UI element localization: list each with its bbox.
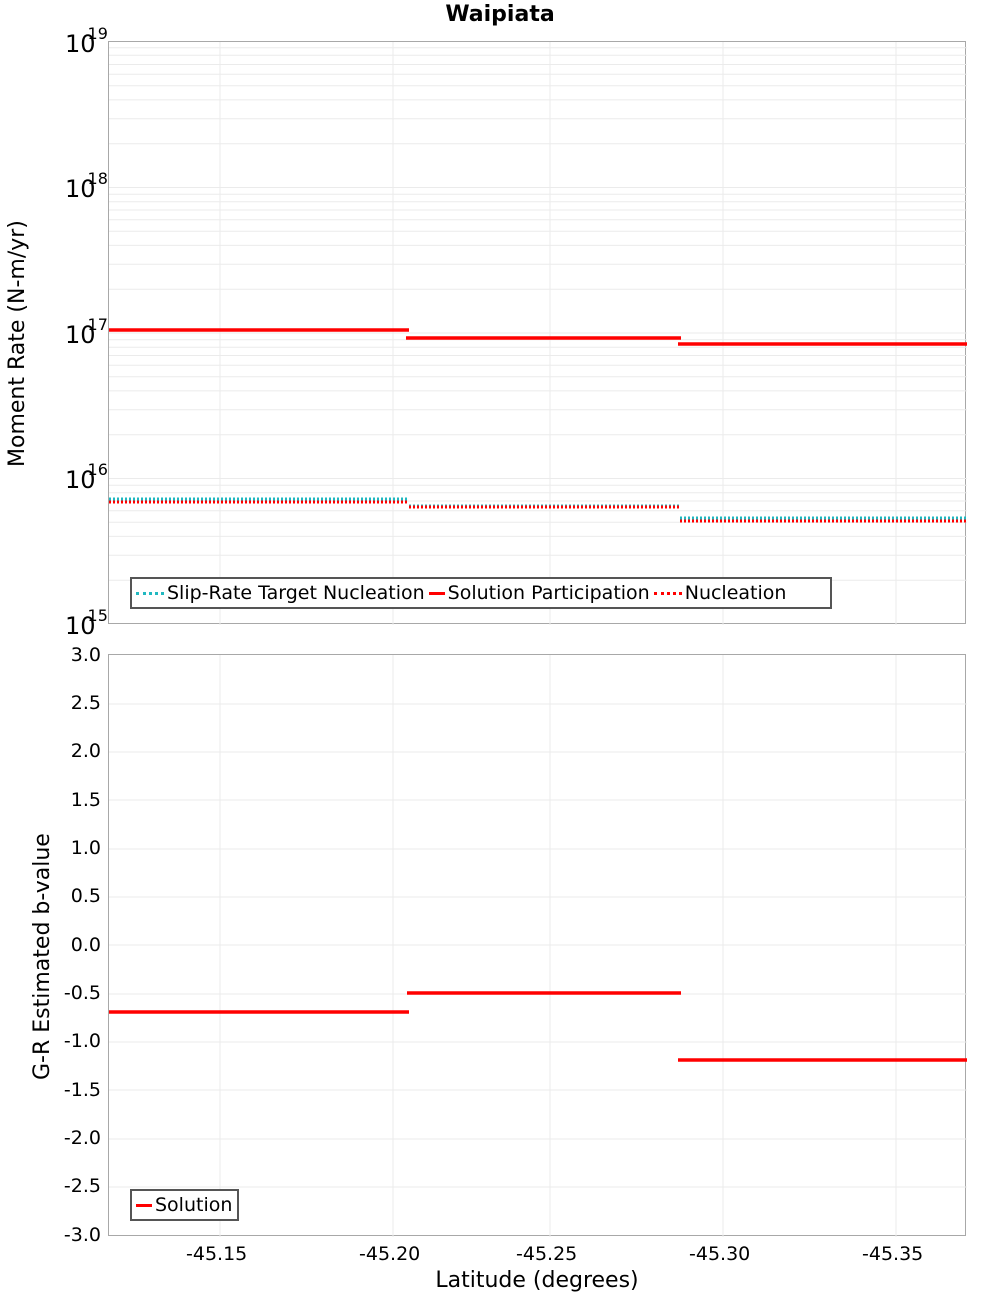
- legend-item-nucleation: Nucleation: [653, 582, 786, 604]
- b-value-legend: Solution: [130, 1189, 239, 1221]
- ytick-1e18: 1018: [65, 169, 108, 203]
- series-solution-b-value: [109, 991, 967, 1062]
- ytick-1.5: 1.5: [70, 789, 101, 811]
- b-value-grid-and-series: [109, 655, 967, 1237]
- moment-rate-grid-and-series: [109, 42, 967, 625]
- ytick-0.0: 0.0: [70, 934, 101, 956]
- ytick-1.0: 1.0: [70, 837, 101, 859]
- ytick-3.0: 3.0: [70, 644, 101, 666]
- dotted-red-swatch-icon: [653, 591, 682, 595]
- moment-rate-legend: Slip-Rate Target Nucleation Solution Par…: [130, 577, 832, 609]
- solid-red-swatch-icon: [428, 591, 445, 595]
- xtick-45.35: -45.35: [862, 1243, 924, 1265]
- xtick-45.25: -45.25: [516, 1243, 578, 1265]
- b-value-axis-label: G-R Estimated b-value: [30, 833, 55, 1080]
- ytick-neg3.0: -3.0: [63, 1224, 101, 1246]
- legend-item-solution-participation: Solution Participation: [428, 582, 650, 604]
- ytick-1e15: 1015: [65, 606, 108, 640]
- xtick-45.20: -45.20: [359, 1243, 421, 1265]
- ytick-2.0: 2.0: [70, 740, 101, 762]
- solid-red-swatch-icon: [136, 1203, 152, 1207]
- ytick-1e16: 1016: [65, 460, 108, 494]
- ytick-2.5: 2.5: [70, 692, 101, 714]
- ytick-1e19: 1019: [65, 24, 108, 58]
- ytick-neg0.5: -0.5: [63, 982, 101, 1004]
- b-value-plot: Solution: [108, 654, 967, 1237]
- ytick-0.5: 0.5: [70, 885, 101, 907]
- ytick-neg2.5: -2.5: [63, 1175, 101, 1197]
- series-nucleation: [109, 500, 967, 523]
- ytick-1e17: 1017: [65, 315, 108, 349]
- ytick-neg1.0: -1.0: [63, 1030, 101, 1052]
- ytick-neg1.5: -1.5: [63, 1079, 101, 1101]
- moment-rate-axis-label: Moment Rate (N-m/yr): [5, 220, 30, 467]
- xtick-45.15: -45.15: [186, 1243, 248, 1265]
- xtick-45.30: -45.30: [689, 1243, 751, 1265]
- legend-item-solution: Solution: [136, 1194, 232, 1216]
- moment-rate-plot: Slip-Rate Target Nucleation Solution Par…: [108, 41, 967, 625]
- chart-title: Waipiata: [445, 2, 555, 27]
- legend-item-slip-rate-target: Slip-Rate Target Nucleation: [136, 582, 425, 604]
- latitude-axis-label: Latitude (degrees): [435, 1268, 639, 1293]
- ytick-neg2.0: -2.0: [63, 1127, 101, 1149]
- series-solution-participation: [109, 328, 967, 346]
- dotted-cyan-swatch-icon: [136, 591, 164, 595]
